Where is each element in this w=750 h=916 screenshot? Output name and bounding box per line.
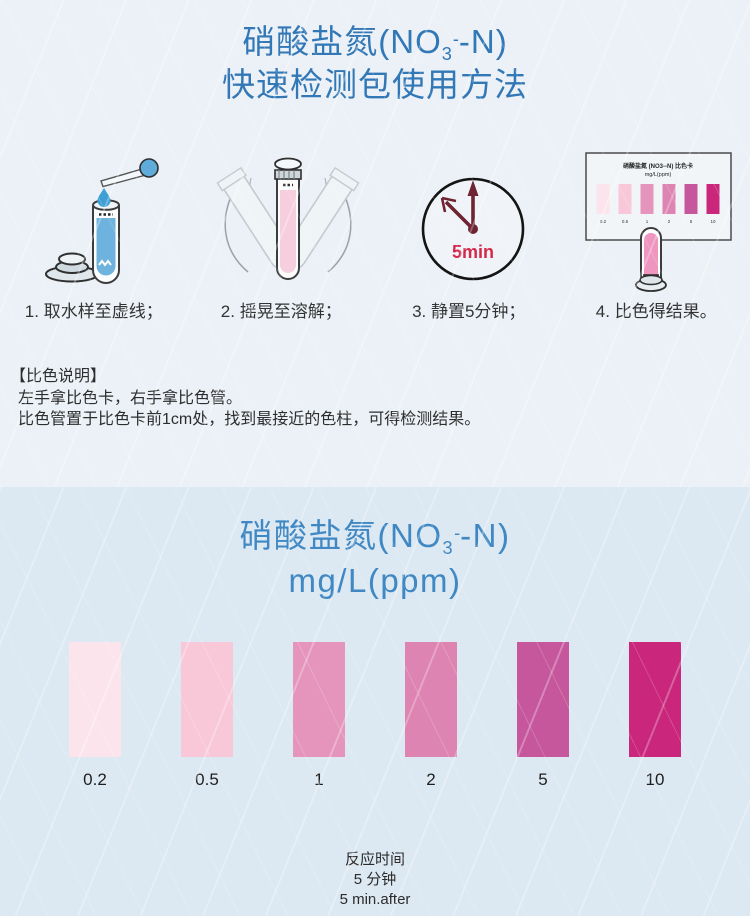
mini-card-swatches: 0.2 0.5 1 2 5 10 bbox=[596, 184, 720, 224]
scale-swatch-column: 1 bbox=[263, 642, 375, 790]
color-swatch bbox=[293, 642, 345, 757]
color-swatch bbox=[629, 642, 681, 757]
step-2-caption: 2. 摇晃至溶解； bbox=[220, 302, 342, 321]
clock-label: 5min bbox=[452, 242, 494, 262]
mini-color-swatch bbox=[684, 184, 698, 214]
notes-line2: 比色管置于比色卡前1cm处，找到最接近的色柱，可得检测结果。 bbox=[18, 411, 481, 428]
scale-swatch-column: 0.5 bbox=[151, 642, 263, 790]
step-1-caption: 1. 取水样至虚线； bbox=[24, 302, 163, 321]
scale-swatch-column: 0.2 bbox=[39, 642, 151, 790]
scale-swatch-column: 5 bbox=[487, 642, 599, 790]
dropper-and-tube-icon bbox=[45, 158, 160, 284]
mini-swatch-label: 2 bbox=[667, 219, 670, 224]
mini-color-swatch bbox=[618, 184, 632, 214]
mini-swatch-label: 0.5 bbox=[622, 219, 629, 224]
notes-heading: 【比色说明】 bbox=[10, 368, 107, 385]
mini-color-swatch bbox=[662, 184, 676, 214]
reaction-time-label: 反应时间 bbox=[344, 851, 405, 868]
mini-card-unit: mg/L(ppm) bbox=[644, 172, 671, 178]
color-scale-row: 0.2 0.5 1 2 5 10 bbox=[39, 642, 711, 790]
color-swatch bbox=[69, 642, 121, 757]
swatch-value-label: 10 bbox=[645, 770, 665, 789]
color-scale-section: 硝酸盐氮(NO3--N) mg/L(ppm) 0.2 0.5 1 2 5 10 反应时间 … bbox=[0, 487, 750, 916]
swatch-value-label: 2 bbox=[426, 770, 436, 789]
mini-color-swatch bbox=[596, 184, 610, 214]
mini-swatch-label: 1 bbox=[645, 219, 648, 224]
swatch-value-label: 5 bbox=[538, 770, 548, 789]
scale-title: 硝酸盐氮(NO3--N) mg/L(ppm) bbox=[0, 515, 750, 601]
comparison-notes: 【比色说明】 左手拿比色卡，右手拿比色管。 比色管置于比色卡前1cm处，找到最接… bbox=[10, 366, 480, 431]
mini-swatch-label: 0.2 bbox=[600, 219, 607, 224]
step-3: 5min 3. 静置5分钟； bbox=[375, 148, 563, 322]
instructions-section: 硝酸盐氮(NO3--N) 快速检测包使用方法 bbox=[0, 0, 750, 487]
reaction-time-cn: 5 分钟 bbox=[353, 871, 397, 888]
steps-row: 1. 取水样至虚线； bbox=[0, 148, 750, 322]
color-swatch bbox=[405, 642, 457, 757]
page-title-line1: 硝酸盐氮(NO3--N) bbox=[242, 23, 508, 64]
color-swatch bbox=[181, 642, 233, 757]
mini-swatch-label: 5 bbox=[689, 219, 692, 224]
step-3-caption: 3. 静置5分钟； bbox=[412, 302, 526, 321]
swatch-value-label: 0.5 bbox=[195, 770, 219, 789]
step-2: 2. 摇晃至溶解； bbox=[188, 148, 376, 322]
page-title-line2: 快速检测包使用方法 bbox=[222, 66, 528, 104]
reaction-time-note: 反应时间 5 分钟 5 min.after bbox=[0, 850, 750, 910]
scale-swatch-column: 2 bbox=[375, 642, 487, 790]
step-1: 1. 取水样至虚线； bbox=[0, 148, 188, 322]
page-title: 硝酸盐氮(NO3--N) 快速检测包使用方法 bbox=[0, 22, 750, 106]
swatch-value-label: 1 bbox=[314, 770, 324, 789]
mini-swatch-label: 10 bbox=[710, 219, 716, 224]
swatch-value-label: 0.2 bbox=[83, 770, 107, 789]
mini-color-swatch bbox=[640, 184, 654, 214]
clock-icon: 5min bbox=[421, 177, 525, 281]
shaking-tube-icon bbox=[216, 157, 360, 280]
scale-swatch-column: 10 bbox=[599, 642, 711, 790]
mini-card-title: 硝酸盐氮 (NO3--N) 比色卡 bbox=[623, 162, 693, 170]
step-4-caption: 4. 比色得结果。 bbox=[595, 302, 717, 321]
notes-line1: 左手拿比色卡，右手拿比色管。 bbox=[18, 389, 243, 407]
step-4: 硝酸盐氮 (NO3--N) 比色卡 mg/L(ppm) 0.2 0.5 1 2 5 10 … bbox=[563, 148, 750, 322]
color-card-compare-icon: 硝酸盐氮 (NO3--N) 比色卡 mg/L(ppm) 0.2 0.5 1 2 5 10 bbox=[585, 152, 732, 292]
scale-unit-line: mg/L(ppm) bbox=[288, 561, 462, 599]
mini-color-swatch bbox=[706, 184, 720, 214]
reaction-time-en: 5 min.after bbox=[339, 891, 411, 908]
color-swatch bbox=[517, 642, 569, 757]
scale-title-line1: 硝酸盐氮(NO3--N) bbox=[239, 517, 511, 558]
